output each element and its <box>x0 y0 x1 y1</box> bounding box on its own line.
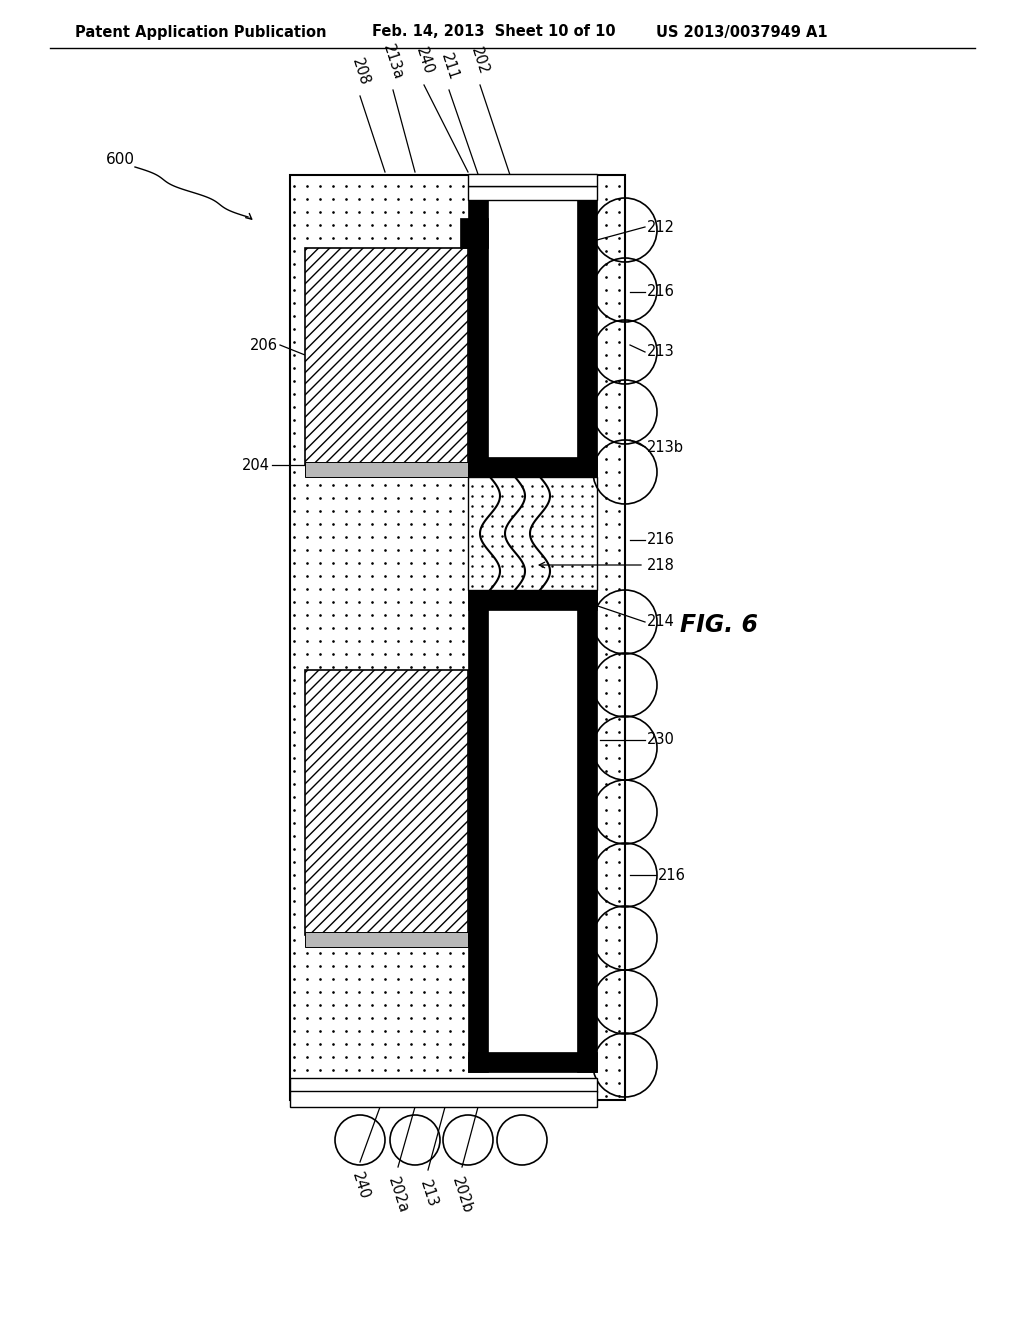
Bar <box>468 201 488 477</box>
Text: 214: 214 <box>647 615 675 630</box>
Bar <box>290 176 625 1100</box>
Text: 213: 213 <box>647 345 675 359</box>
Bar <box>290 1078 597 1092</box>
Text: 240: 240 <box>413 46 435 77</box>
Text: 212: 212 <box>647 219 675 235</box>
Text: Feb. 14, 2013  Sheet 10 of 10: Feb. 14, 2013 Sheet 10 of 10 <box>372 25 615 40</box>
Bar <box>488 201 577 457</box>
Text: 211: 211 <box>437 51 461 82</box>
Text: 213b: 213b <box>647 440 684 454</box>
Text: 218: 218 <box>647 557 675 573</box>
Bar <box>305 671 468 935</box>
Bar <box>488 610 577 1072</box>
Bar <box>305 932 468 946</box>
Text: 204: 204 <box>242 458 270 473</box>
Bar <box>468 174 597 186</box>
Text: 208: 208 <box>348 57 372 88</box>
Text: 213: 213 <box>417 1177 439 1209</box>
Bar <box>305 462 468 477</box>
Text: 202: 202 <box>469 46 492 77</box>
Bar <box>468 590 597 610</box>
Text: 240: 240 <box>348 1170 372 1201</box>
Bar <box>468 457 597 477</box>
Text: US 2013/0037949 A1: US 2013/0037949 A1 <box>656 25 827 40</box>
Bar <box>468 477 597 590</box>
Bar <box>577 590 597 1072</box>
Text: Patent Application Publication: Patent Application Publication <box>75 25 327 40</box>
Text: 202b: 202b <box>450 1175 475 1216</box>
Bar <box>468 1052 597 1072</box>
Bar <box>577 201 597 477</box>
Text: 216: 216 <box>647 285 675 300</box>
Text: 202a: 202a <box>385 1175 411 1214</box>
Text: FIG. 6: FIG. 6 <box>680 612 758 638</box>
Text: 230: 230 <box>647 733 675 747</box>
Bar <box>305 248 468 465</box>
Text: 206: 206 <box>250 338 278 352</box>
Bar <box>468 590 488 1072</box>
Bar <box>468 186 597 201</box>
Text: 216: 216 <box>658 867 686 883</box>
Bar <box>460 218 488 248</box>
Text: 216: 216 <box>647 532 675 548</box>
Bar <box>290 1092 597 1107</box>
Text: 213a: 213a <box>380 42 406 82</box>
Text: 600: 600 <box>105 153 134 168</box>
